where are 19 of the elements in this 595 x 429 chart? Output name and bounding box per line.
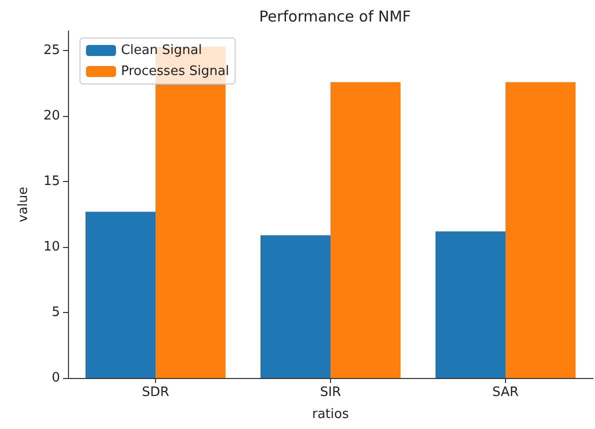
x-tick-label: SIR [320, 385, 342, 400]
x-axis-title: ratios [312, 407, 350, 422]
legend-label: Clean Signal [121, 43, 202, 58]
y-tick-label: 15 [43, 174, 60, 190]
y-tick-label: 10 [43, 240, 60, 255]
x-tick-label: SDR [142, 385, 170, 400]
legend-label: Processes Signal [121, 64, 230, 79]
y-tick-label: 25 [43, 43, 60, 58]
y-tick-label: 20 [43, 108, 60, 124]
bar [436, 231, 506, 378]
y-tick-label: 5 [52, 305, 60, 320]
bar [506, 82, 576, 378]
bar [330, 82, 400, 378]
bar [260, 235, 330, 378]
y-tick-label: 0 [52, 370, 60, 386]
y-axis-title: value [16, 186, 31, 222]
bar [86, 212, 156, 378]
chart-title: Performance of NMF [259, 8, 411, 26]
x-tick-label: SAR [492, 385, 519, 400]
